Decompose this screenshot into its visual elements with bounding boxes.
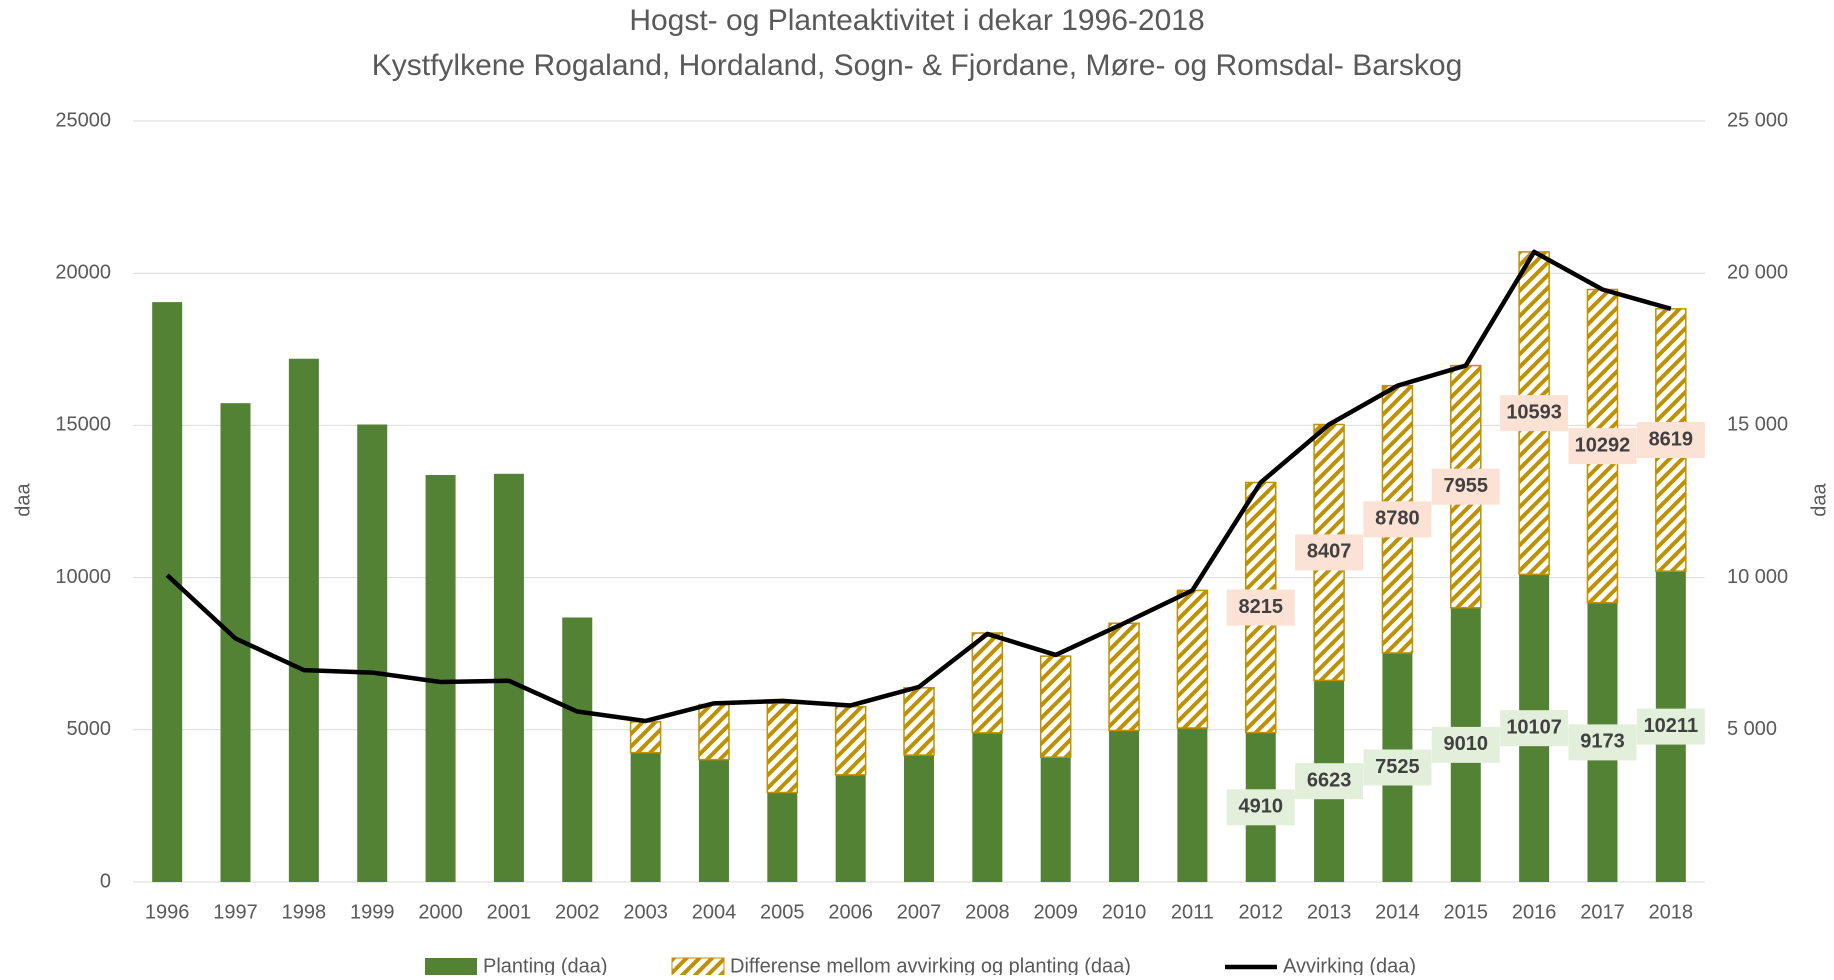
y-tick-label: 5000	[67, 718, 112, 740]
x-tick-label: 2014	[1375, 901, 1420, 923]
data-label: 8780	[1375, 508, 1420, 530]
data-label: 9010	[1444, 733, 1489, 755]
data-label: 8407	[1307, 541, 1352, 563]
data-label-box	[1295, 534, 1364, 571]
bar	[1108, 622, 1140, 732]
data-label: 4910	[1238, 796, 1283, 818]
data-label: 8215	[1238, 596, 1283, 618]
x-tick-label: 2018	[1649, 901, 1694, 923]
data-label-box	[1226, 789, 1295, 826]
bar	[834, 705, 867, 776]
bar	[1177, 727, 1208, 882]
y2-axis-label: daa	[1808, 482, 1830, 516]
bar	[698, 759, 729, 882]
legend-swatch	[671, 957, 725, 977]
bar	[903, 687, 935, 756]
x-tick-label: 2006	[828, 901, 873, 923]
legend-label: Differense mellom avvirking og planting …	[730, 955, 1131, 975]
x-tick-label: 2012	[1238, 901, 1283, 923]
data-label: 6623	[1307, 769, 1352, 791]
y-axis-label: daa	[12, 482, 34, 516]
line	[165, 249, 1672, 724]
data-label-box	[1295, 763, 1364, 800]
data-label-box	[1636, 708, 1705, 745]
data-label-box	[1226, 589, 1295, 626]
data-label: 10211	[1644, 715, 1699, 737]
bar	[1039, 655, 1072, 758]
x-tick-label: 2013	[1307, 901, 1352, 923]
x-tick-label: 2004	[692, 901, 737, 923]
bar	[972, 732, 1003, 882]
y-tick-label: 25000	[55, 109, 111, 131]
data-label-box	[1636, 421, 1705, 458]
data-label-box	[1363, 749, 1432, 786]
x-tick-label: 2005	[760, 901, 805, 923]
bar	[357, 424, 388, 882]
y-tick-label: 10000	[55, 566, 111, 588]
x-tick-label: 2008	[965, 901, 1010, 923]
data-label-box	[1363, 501, 1432, 538]
x-tick-label: 1998	[282, 901, 327, 923]
bar	[1176, 589, 1209, 729]
data-label-box	[1568, 428, 1637, 465]
x-tick-label: 2000	[418, 901, 463, 923]
y-tick-label: 15000	[55, 414, 111, 436]
x-tick-label: 2015	[1444, 901, 1489, 923]
x-tick-label: 2010	[1102, 901, 1147, 923]
bar	[766, 702, 799, 794]
bar	[629, 721, 662, 754]
data-label-box	[1431, 468, 1500, 505]
bar	[152, 302, 183, 882]
data-label: 7525	[1375, 756, 1420, 778]
bar	[971, 632, 1004, 734]
data-label: 10292	[1575, 434, 1631, 456]
y2-tick-label: 25 000	[1727, 109, 1788, 131]
bar	[1040, 757, 1071, 882]
x-tick-label: 2017	[1580, 901, 1625, 923]
bar	[630, 752, 661, 882]
x-tick-label: 2007	[897, 901, 942, 923]
data-label: 9173	[1580, 731, 1625, 753]
legend-label: Avvirking (daa)	[1283, 955, 1416, 975]
bar	[493, 473, 524, 882]
bar	[698, 703, 730, 761]
x-tick-label: 2011	[1171, 901, 1214, 923]
legend-swatch	[425, 958, 477, 976]
legend-label: Planting (daa)	[483, 955, 608, 975]
data-label: 10107	[1506, 716, 1562, 738]
data-label-box	[1500, 395, 1569, 432]
bar	[767, 792, 798, 882]
chart-title: Hogst- og Planteaktivitet i dekar 1996-2…	[629, 4, 1204, 37]
y2-tick-label: 10 000	[1727, 566, 1788, 588]
y-tick-label: 0	[100, 870, 111, 892]
x-tick-label: 1997	[213, 901, 258, 923]
data-label: 10593	[1506, 401, 1562, 423]
y2-tick-label: 20 000	[1727, 261, 1788, 283]
bar	[288, 358, 319, 882]
y2-tick-label: 15 000	[1727, 414, 1788, 436]
x-tick-label: 2001	[487, 901, 532, 923]
x-tick-label: 1996	[145, 901, 190, 923]
x-tick-label: 2009	[1033, 901, 1078, 923]
x-tick-label: 2002	[555, 901, 600, 923]
x-tick-label: 2003	[623, 901, 668, 923]
bar	[1109, 730, 1140, 882]
x-tick-label: 1999	[350, 901, 395, 923]
bar	[835, 774, 866, 882]
x-tick-label: 2016	[1512, 901, 1557, 923]
y-tick-label: 20000	[55, 261, 111, 283]
bar	[904, 755, 934, 882]
data-label-box	[1431, 726, 1500, 763]
data-label: 8619	[1649, 428, 1694, 450]
data-label: 7955	[1444, 475, 1489, 497]
data-label-box	[1500, 710, 1569, 747]
data-label-box	[1568, 724, 1637, 761]
chart-subtitle: Kystfylkene Rogaland, Hordaland, Sogn- &…	[372, 49, 1463, 82]
bar	[562, 617, 593, 882]
y2-tick-label: 5 000	[1727, 718, 1777, 740]
